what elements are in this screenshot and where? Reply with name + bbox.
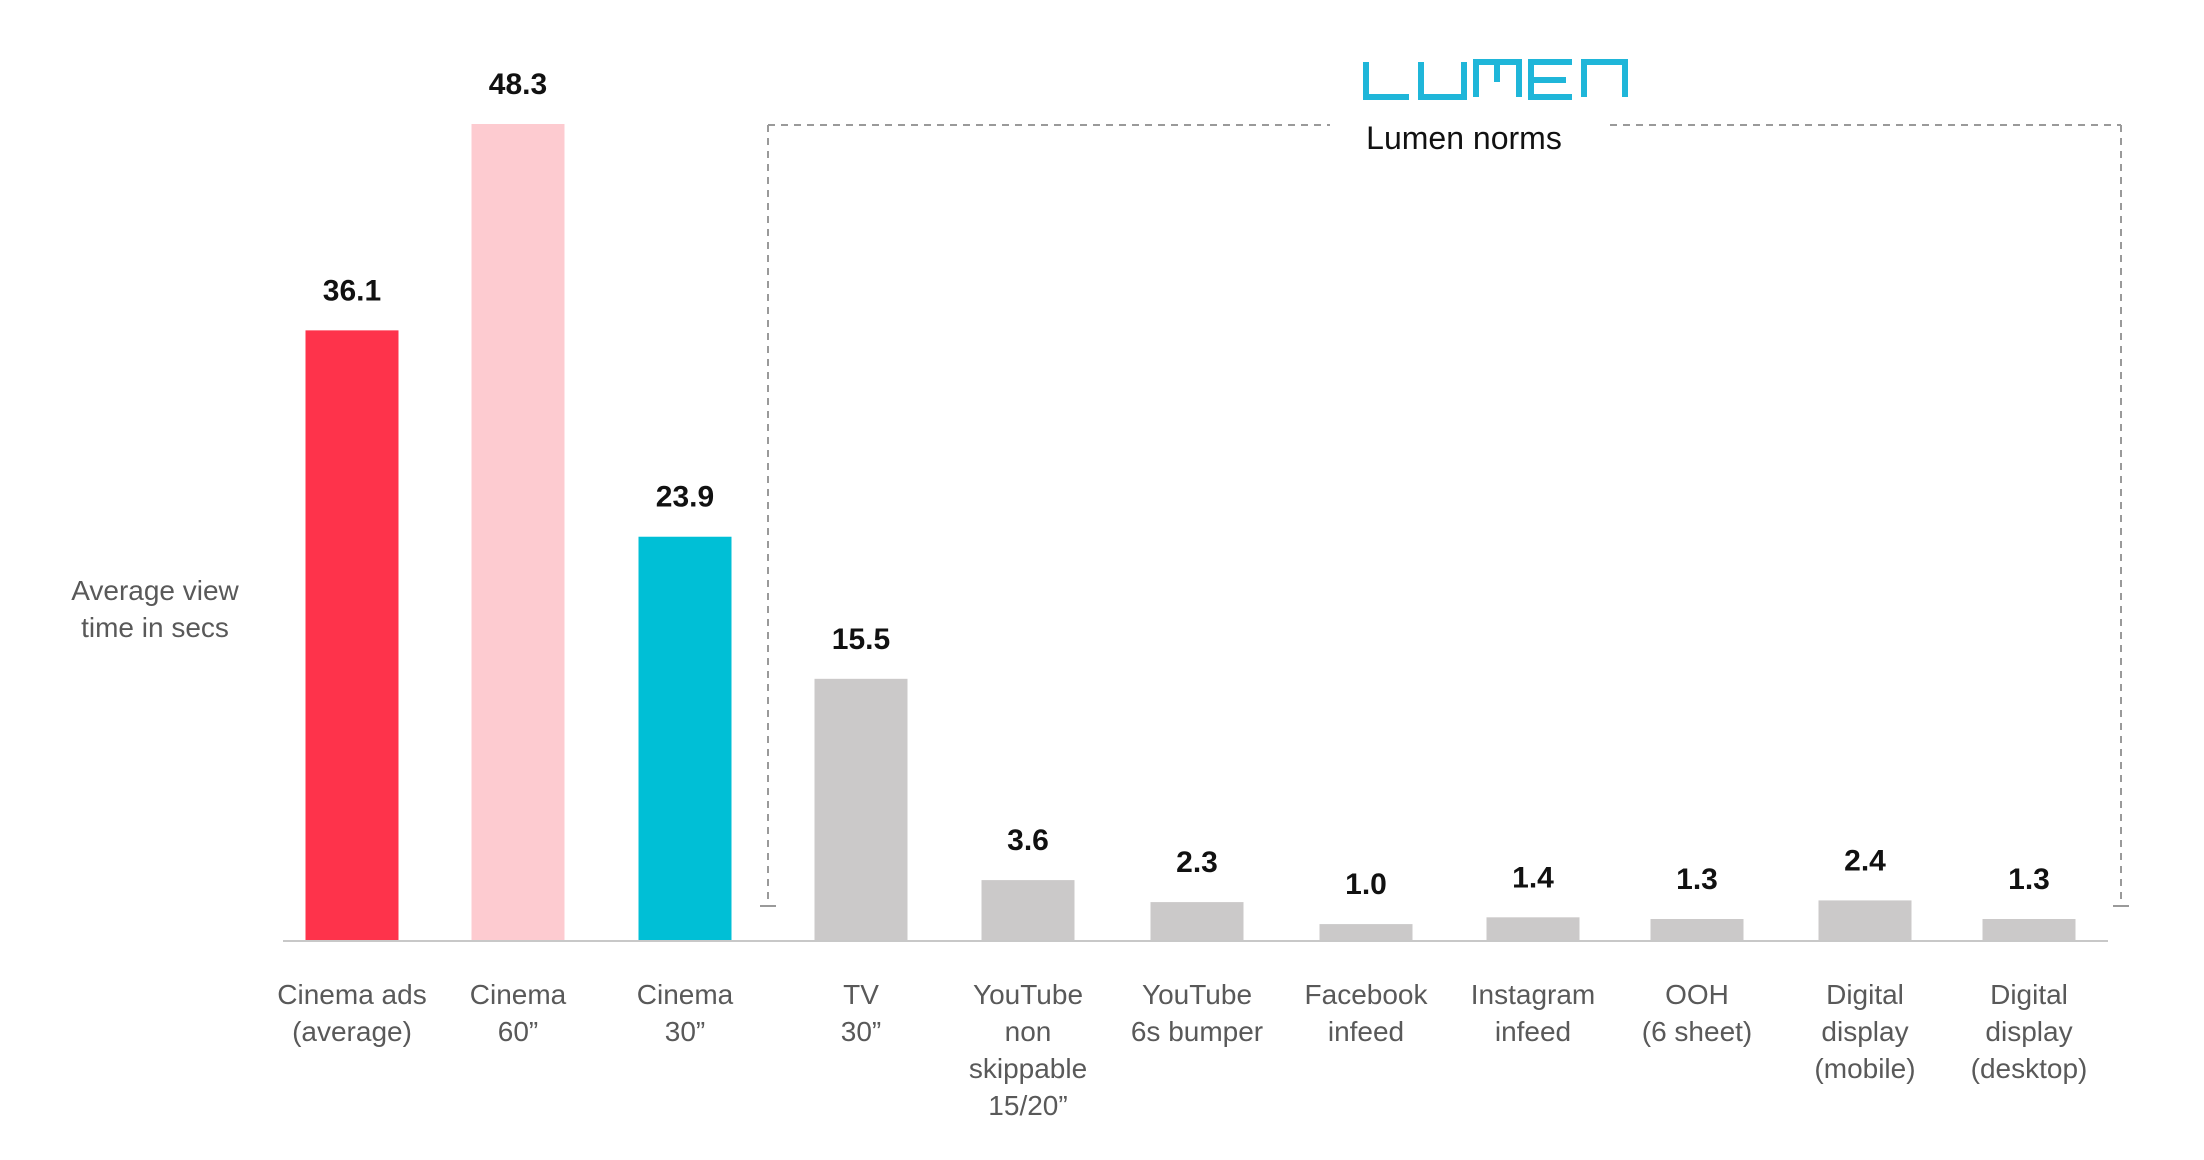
value-label-2: 23.9 bbox=[656, 481, 714, 514]
category-label-8-line-0: OOH bbox=[1665, 979, 1729, 1010]
category-label-1-line-1: 60” bbox=[498, 1016, 538, 1047]
category-label-4-line-2: skippable bbox=[969, 1053, 1087, 1084]
value-label-8: 1.3 bbox=[1676, 863, 1718, 896]
bar-10 bbox=[1982, 919, 2076, 941]
category-label-9-line-0: Digital bbox=[1826, 979, 1904, 1010]
category-label-4-line-0: YouTube bbox=[973, 979, 1083, 1010]
lumen-logo-letter-0 bbox=[1363, 62, 1409, 100]
category-label-6-line-0: Facebook bbox=[1305, 979, 1429, 1010]
value-label-5: 2.3 bbox=[1176, 846, 1218, 879]
lumen-logo-letter-4 bbox=[1581, 59, 1628, 97]
bar-6 bbox=[1319, 924, 1413, 941]
category-label-2-line-0: Cinema bbox=[637, 979, 734, 1010]
lumen-logo-letter-1 bbox=[1418, 62, 1467, 100]
category-label-9-line-2: (mobile) bbox=[1814, 1053, 1915, 1084]
value-label-1: 48.3 bbox=[489, 68, 547, 101]
category-label-9-line-1: display bbox=[1821, 1016, 1908, 1047]
category-label-3-line-0: TV bbox=[843, 979, 879, 1010]
category-label-5-line-1: 6s bumper bbox=[1131, 1016, 1263, 1047]
lumen-logo-letter-2 bbox=[1473, 59, 1522, 97]
category-label-8-line-1: (6 sheet) bbox=[1642, 1016, 1753, 1047]
category-label-1-line-0: Cinema bbox=[470, 979, 567, 1010]
lumen-norms-bracket bbox=[760, 124, 2129, 907]
value-label-10: 1.3 bbox=[2008, 863, 2050, 896]
bar-3 bbox=[814, 678, 908, 941]
category-label-10-line-0: Digital bbox=[1990, 979, 2068, 1010]
lumen-logo-letter-3 bbox=[1528, 59, 1572, 100]
y-axis-label-line-2: time in secs bbox=[81, 612, 229, 643]
bar-1 bbox=[471, 124, 565, 941]
y-axis-label-line-1: Average view bbox=[71, 575, 239, 606]
bar-7 bbox=[1486, 917, 1580, 941]
bar-4 bbox=[981, 880, 1075, 941]
bar-9 bbox=[1818, 900, 1912, 941]
value-label-3: 15.5 bbox=[832, 623, 890, 656]
category-label-7-line-1: infeed bbox=[1495, 1016, 1571, 1047]
category-label-0-line-0: Cinema ads bbox=[277, 979, 426, 1010]
category-label-4-line-1: non bbox=[1005, 1016, 1052, 1047]
bar-0 bbox=[305, 330, 399, 941]
category-labels-group: Cinema ads (average) Cinema 60” Cinema 30” TV 3… bbox=[277, 979, 2087, 1121]
bars-group bbox=[305, 124, 2076, 941]
category-label-0-line-1: (average) bbox=[292, 1016, 412, 1047]
category-label-10-line-2: (desktop) bbox=[1971, 1053, 2088, 1084]
lumen-norms-label: Lumen norms bbox=[1366, 120, 1562, 156]
category-label-6-line-1: infeed bbox=[1328, 1016, 1404, 1047]
value-labels-group: 36.1 48.3 23.9 15.5 3.6 2.3 1.0 1.4 1.3 2.4 1.3 bbox=[323, 68, 2050, 901]
value-label-0: 36.1 bbox=[323, 274, 381, 307]
lumen-logo bbox=[1363, 59, 1628, 100]
value-label-7: 1.4 bbox=[1512, 861, 1554, 894]
category-label-5-line-0: YouTube bbox=[1142, 979, 1252, 1010]
bar-8 bbox=[1650, 919, 1744, 941]
bar-5 bbox=[1150, 902, 1244, 941]
category-label-3-line-1: 30” bbox=[841, 1016, 881, 1047]
value-label-9: 2.4 bbox=[1844, 844, 1886, 877]
value-label-4: 3.6 bbox=[1007, 824, 1049, 857]
category-label-7-line-0: Instagram bbox=[1471, 979, 1596, 1010]
category-label-2-line-1: 30” bbox=[665, 1016, 705, 1047]
category-label-4-line-3: 15/20” bbox=[988, 1090, 1067, 1121]
value-label-6: 1.0 bbox=[1345, 868, 1387, 901]
bar-2 bbox=[638, 536, 732, 941]
category-label-10-line-1: display bbox=[1985, 1016, 2072, 1047]
